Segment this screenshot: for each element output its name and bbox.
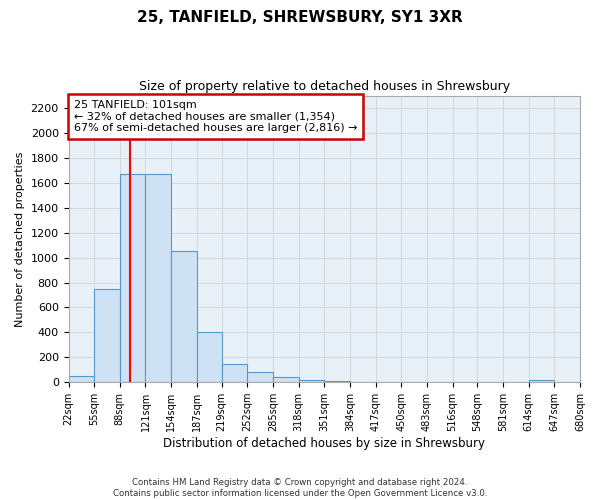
Text: 25 TANFIELD: 101sqm
← 32% of detached houses are smaller (1,354)
67% of semi-det: 25 TANFIELD: 101sqm ← 32% of detached ho… [74, 100, 357, 133]
Bar [529, 380, 554, 382]
Text: Contains HM Land Registry data © Crown copyright and database right 2024.
Contai: Contains HM Land Registry data © Crown c… [113, 478, 487, 498]
Bar [68, 376, 94, 382]
Y-axis label: Number of detached properties: Number of detached properties [15, 151, 25, 326]
Bar [171, 252, 197, 382]
Bar [120, 174, 145, 382]
Text: 25, TANFIELD, SHREWSBURY, SY1 3XR: 25, TANFIELD, SHREWSBURY, SY1 3XR [137, 10, 463, 25]
Bar [94, 288, 120, 382]
Bar [221, 364, 247, 382]
X-axis label: Distribution of detached houses by size in Shrewsbury: Distribution of detached houses by size … [163, 437, 485, 450]
Bar [273, 377, 299, 382]
Bar [324, 381, 350, 382]
Bar [197, 332, 221, 382]
Title: Size of property relative to detached houses in Shrewsbury: Size of property relative to detached ho… [139, 80, 510, 93]
Bar [247, 372, 273, 382]
Bar [145, 174, 171, 382]
Bar [299, 380, 324, 382]
